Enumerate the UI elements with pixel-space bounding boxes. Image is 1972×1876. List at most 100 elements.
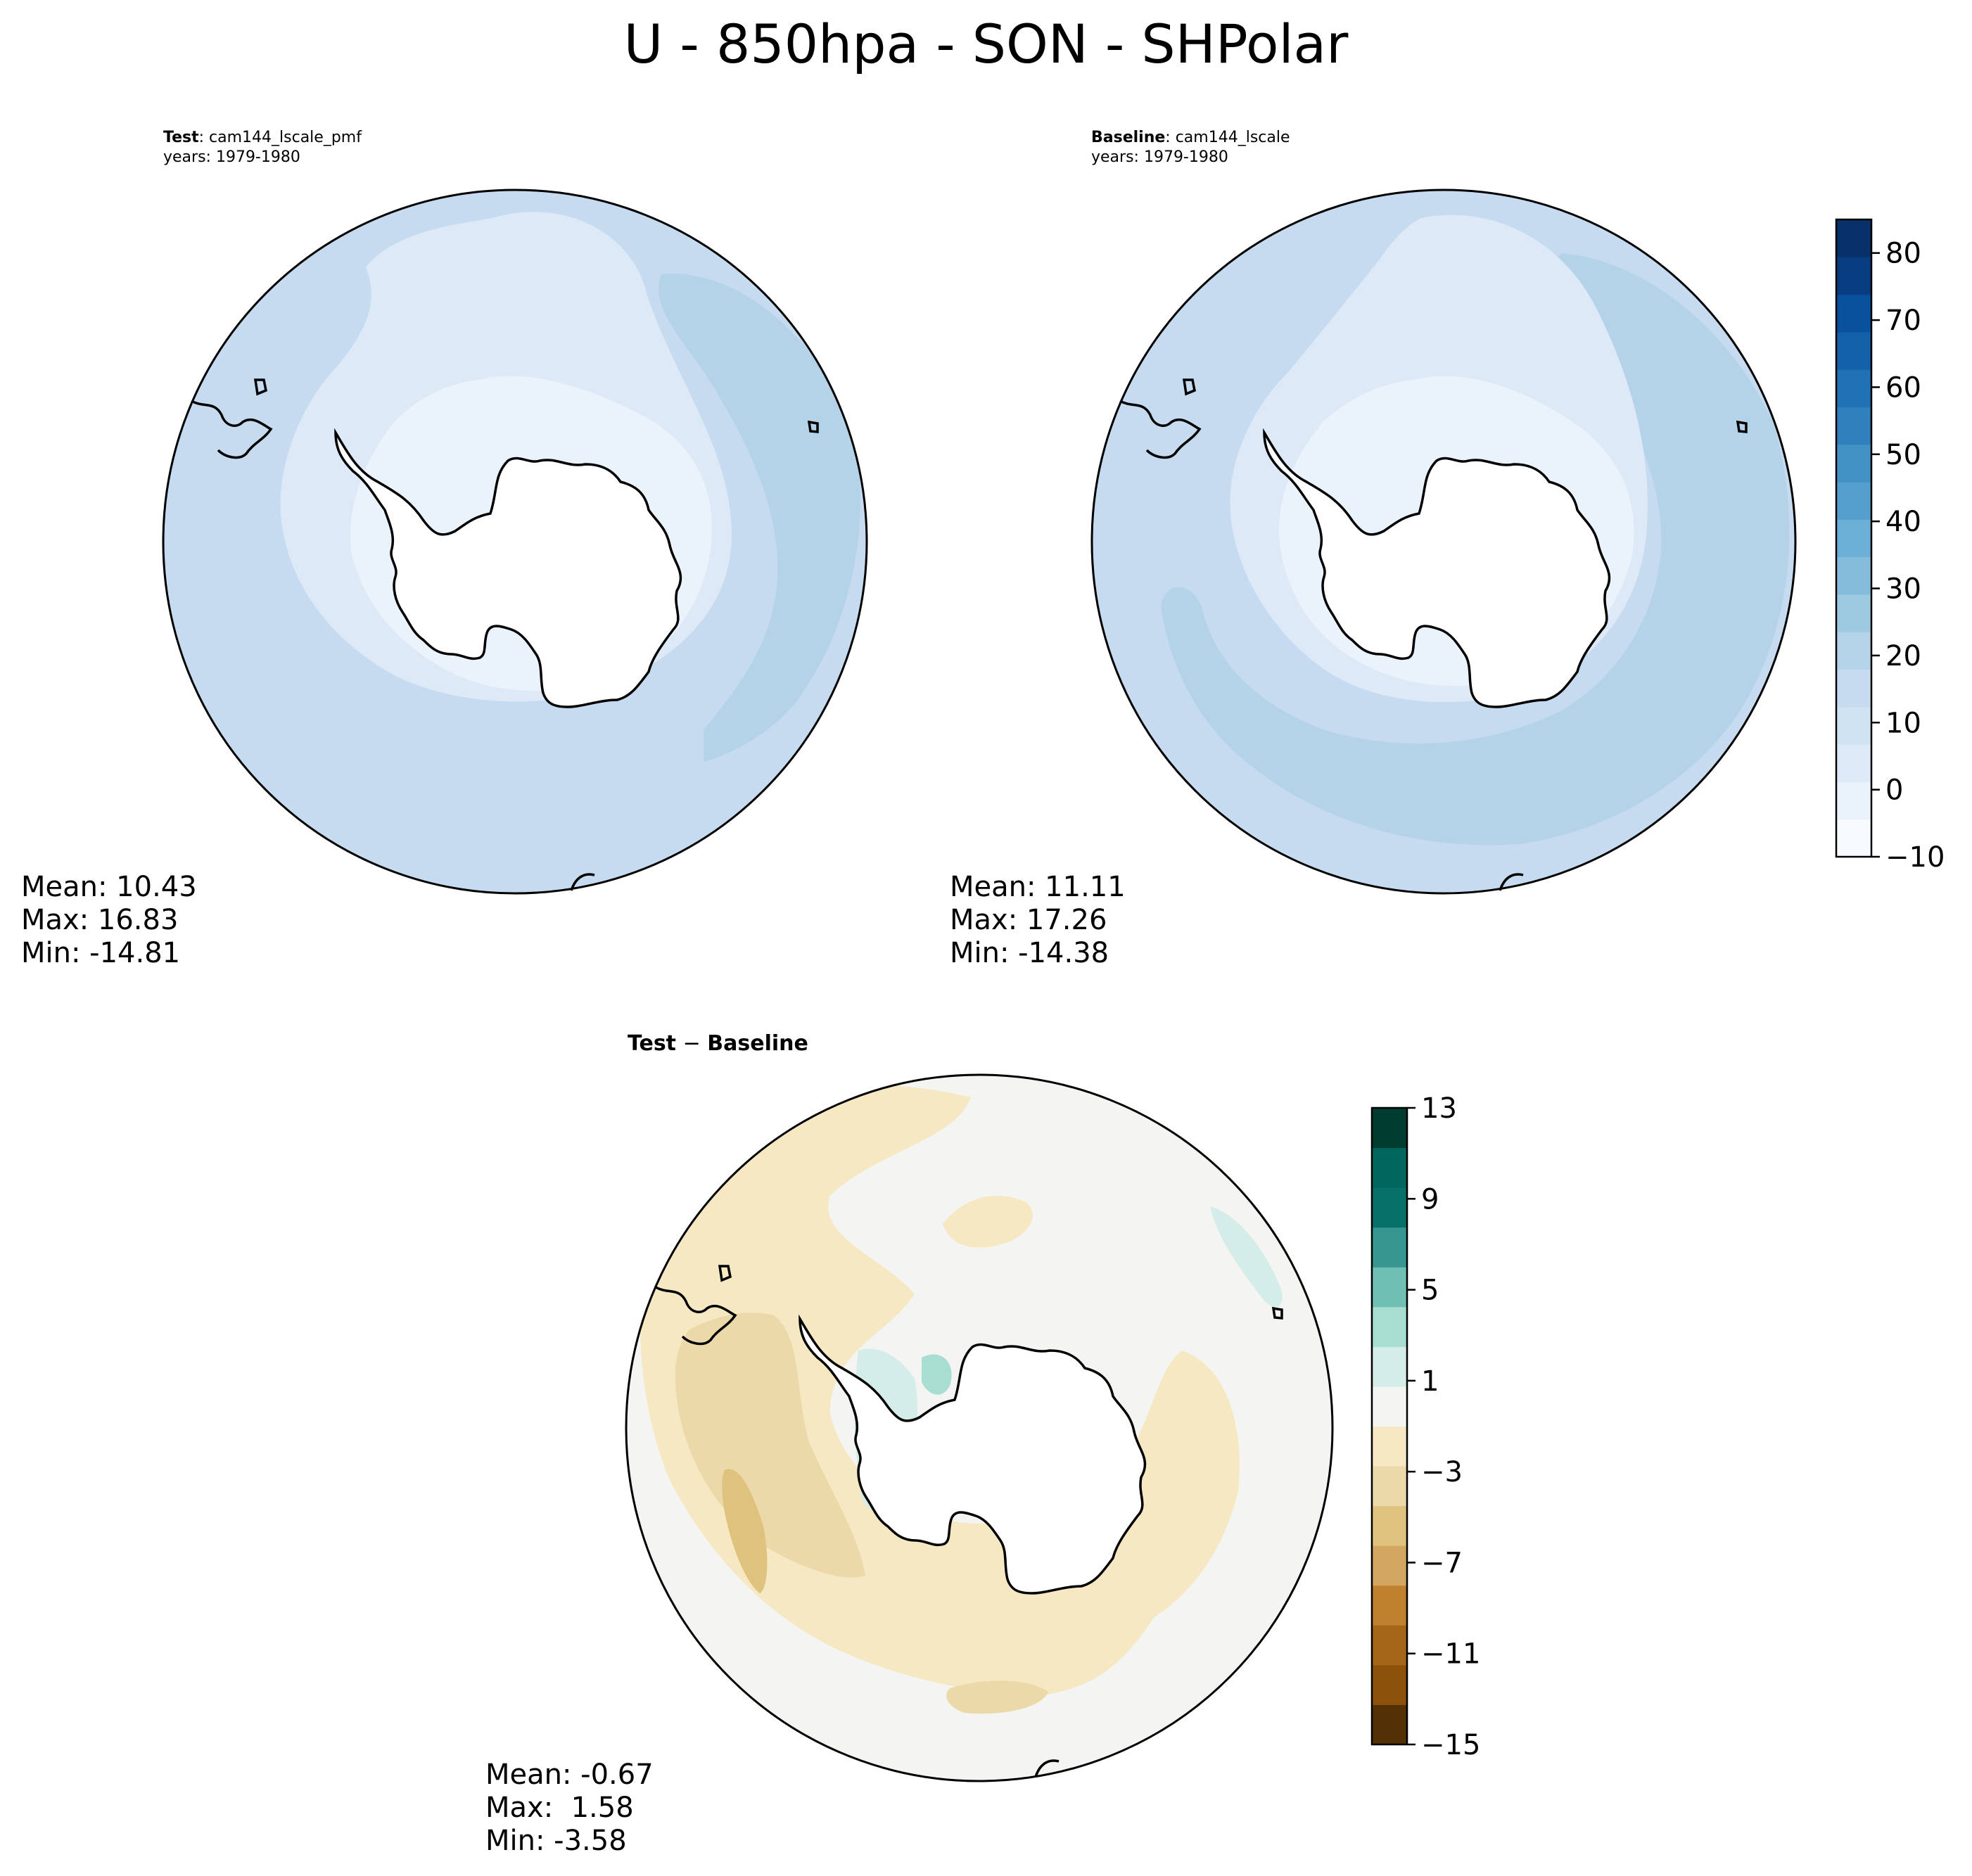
cb-field-tick-label: 60 bbox=[1885, 371, 1921, 404]
test-max: Max: 16.83 bbox=[21, 904, 179, 936]
test-band-strong bbox=[659, 274, 861, 767]
cb-field-segment bbox=[1836, 257, 1871, 295]
diff-map-frame bbox=[625, 1073, 1334, 1782]
test-header: Test: cam144_lscale_pmf years: 1979-1980 bbox=[163, 128, 362, 167]
figure-title: U - 850hpa - SON - SHPolar bbox=[623, 13, 1349, 75]
baseline-mean: Mean: 11.11 bbox=[950, 871, 1126, 903]
diff-pos-weddell bbox=[922, 1354, 952, 1395]
cb-diff-tick-label: −3 bbox=[1421, 1456, 1463, 1488]
cb-diff-segment bbox=[1372, 1386, 1407, 1427]
diff-coast-south-america bbox=[655, 1286, 737, 1346]
cb-diff-segment bbox=[1372, 1346, 1407, 1387]
cb-diff-segment bbox=[1372, 1704, 1407, 1745]
test-years: years: 1979-1980 bbox=[163, 148, 300, 166]
baseline-label: Baseline bbox=[1091, 129, 1166, 146]
cb-field-segment bbox=[1836, 781, 1871, 820]
cb-diff-tick-label: −11 bbox=[1421, 1638, 1480, 1671]
cb-diff-frame bbox=[1370, 1106, 1408, 1746]
cb-field-segment bbox=[1836, 556, 1871, 595]
test-case: : cam144_lscale_pmf bbox=[198, 129, 362, 146]
baseline-coast-south-america bbox=[1119, 400, 1202, 459]
cb-diff-segment bbox=[1372, 1108, 1407, 1149]
cb-field-segment bbox=[1836, 482, 1871, 520]
diff-stats: Mean: -0.67 Max: 1.58 Min: -3.58 bbox=[485, 1759, 654, 1858]
cb-diff-segment bbox=[1372, 1187, 1407, 1228]
field-colorbar: 80 70 60 50 40 30 20 10 0 −10 bbox=[1835, 218, 1945, 874]
baseline-coast-island bbox=[1182, 378, 1196, 396]
cb-field-segment bbox=[1836, 407, 1871, 445]
cb-field-segment bbox=[1836, 706, 1871, 745]
cb-diff-segment bbox=[1372, 1227, 1407, 1268]
diff-neg-west-strong bbox=[675, 1313, 865, 1578]
cb-field-segment bbox=[1836, 369, 1871, 407]
cb-field-segment bbox=[1836, 219, 1871, 257]
cb-diff-segment bbox=[1372, 1147, 1407, 1188]
test-min: Min: -14.81 bbox=[21, 937, 181, 969]
cb-diff-tick-label: −7 bbox=[1421, 1547, 1463, 1579]
cb-field-tick-label: 80 bbox=[1885, 238, 1921, 270]
test-coast-small bbox=[807, 420, 819, 433]
cb-diff-segment bbox=[1372, 1306, 1407, 1347]
diff-neg-core bbox=[722, 1469, 768, 1593]
cb-field-frame bbox=[1835, 218, 1873, 858]
baseline-max: Max: 17.26 bbox=[950, 904, 1107, 936]
test-map-frame bbox=[162, 189, 868, 895]
baseline-header: Baseline: cam144_lscale years: 1979-1980 bbox=[1091, 128, 1290, 167]
diff-coast-small bbox=[1271, 1306, 1283, 1320]
cb-diff-tick-label: 5 bbox=[1421, 1275, 1439, 1307]
baseline-coast-small bbox=[1736, 420, 1748, 433]
diff-neg-south bbox=[946, 1680, 1048, 1714]
cb-diff-segment bbox=[1372, 1585, 1407, 1626]
cb-diff-segment bbox=[1372, 1426, 1407, 1467]
test-band-west bbox=[163, 504, 704, 893]
test-stats: Mean: 10.43 Max: 16.83 Min: -14.81 bbox=[21, 871, 197, 970]
cb-field-tick-label: 70 bbox=[1885, 305, 1921, 337]
cb-diff-segment bbox=[1372, 1625, 1407, 1666]
test-map bbox=[162, 189, 868, 895]
diff-neg-north bbox=[943, 1196, 1033, 1248]
test-coast-bottom bbox=[570, 873, 595, 891]
cb-field-segment bbox=[1836, 632, 1871, 670]
baseline-coast-bottom bbox=[1499, 873, 1524, 891]
cb-diff-tick-label: 9 bbox=[1421, 1183, 1439, 1215]
cb-field-tick-label: 10 bbox=[1885, 707, 1921, 739]
diff-colorbar: 13 9 5 1 −3 −7 −11 −15 bbox=[1370, 1092, 1480, 1761]
cb-field-segment bbox=[1836, 444, 1871, 483]
cb-field-tick-label: 30 bbox=[1885, 573, 1921, 606]
cb-field-segment bbox=[1836, 331, 1871, 370]
diff-min: Min: -3.58 bbox=[485, 1825, 627, 1857]
diff-mean: Mean: -0.67 bbox=[485, 1759, 654, 1791]
cb-field-segment bbox=[1836, 744, 1871, 782]
cb-field-tick-label: 0 bbox=[1885, 774, 1903, 807]
cb-diff-segment bbox=[1372, 1267, 1407, 1308]
baseline-stats: Mean: 11.11 Max: 17.26 Min: -14.38 bbox=[950, 871, 1126, 970]
cb-field-tick-label: 50 bbox=[1885, 439, 1921, 471]
diff-max: Max: 1.58 bbox=[485, 1792, 634, 1824]
cb-field-tick-label: 20 bbox=[1885, 640, 1921, 672]
cb-diff-segment bbox=[1372, 1664, 1407, 1705]
diff-coast-bottom bbox=[1034, 1759, 1060, 1778]
baseline-case: : cam144_lscale bbox=[1165, 129, 1290, 146]
cb-field-tick-label: −10 bbox=[1885, 841, 1945, 874]
test-coast-island bbox=[253, 378, 267, 396]
diff-map bbox=[625, 1073, 1334, 1782]
cb-diff-tick-label: 13 bbox=[1421, 1092, 1457, 1125]
cb-diff-segment bbox=[1372, 1505, 1407, 1546]
baseline-map bbox=[1090, 189, 1797, 895]
diff-title-test: Test bbox=[628, 1031, 677, 1056]
diff-title-baseline: Baseline bbox=[707, 1031, 808, 1056]
test-coast-south-america bbox=[191, 400, 273, 459]
cb-diff-segment bbox=[1372, 1545, 1407, 1586]
cb-field-segment bbox=[1836, 669, 1871, 708]
baseline-years: years: 1979-1980 bbox=[1091, 148, 1228, 166]
cb-field-segment bbox=[1836, 819, 1871, 857]
test-label: Test bbox=[163, 129, 199, 146]
test-mean: Mean: 10.43 bbox=[21, 871, 197, 903]
cb-diff-tick-label: 1 bbox=[1421, 1365, 1439, 1398]
cb-diff-tick-label: −15 bbox=[1421, 1729, 1480, 1761]
cb-field-segment bbox=[1836, 594, 1871, 632]
baseline-min: Min: -14.38 bbox=[950, 937, 1109, 969]
diff-coast-island bbox=[718, 1265, 732, 1282]
baseline-map-frame bbox=[1090, 189, 1797, 895]
